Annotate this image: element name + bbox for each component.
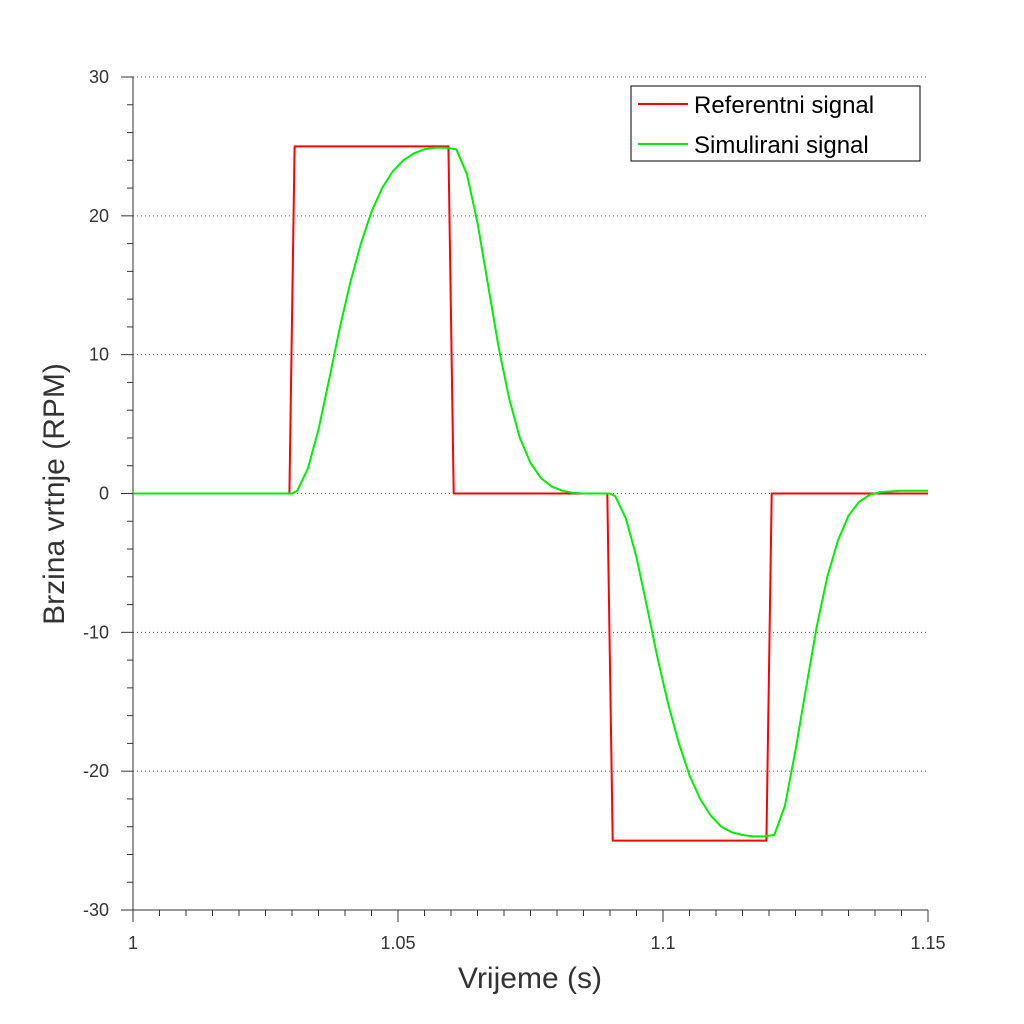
x-tick-label: 1.05: [380, 933, 415, 953]
y-tick-label: 10: [89, 345, 109, 365]
series-line-referentni-signal: [133, 145, 928, 842]
y-tick-label: 20: [89, 206, 109, 226]
y-tick-label: 0: [99, 484, 109, 504]
series-line-simulirani-signal: [133, 146, 928, 838]
x-tick-label: 1.1: [650, 933, 675, 953]
x-axis-title: Vrijeme (s): [458, 962, 602, 995]
plot-area-series: [133, 145, 928, 842]
y-tick-label: -30: [83, 900, 109, 920]
tick-labels: 30 20 10 0 -10 -20 -30 1 1.05 1.1 1.15: [83, 67, 946, 953]
legend-label-simulirani: Simulirani signal: [694, 132, 869, 159]
y-tick-label: 30: [89, 67, 109, 87]
legend-box: [630, 85, 921, 162]
legend: Referentni signal Simulirani signal: [630, 85, 921, 162]
y-axis-title: Brzina vrtnje (RPM): [38, 363, 71, 625]
y-tick-label: -20: [83, 761, 109, 781]
x-tick-label: 1: [128, 933, 138, 953]
y-tick-label: -10: [83, 622, 109, 642]
x-tick-label: 1.15: [910, 933, 945, 953]
legend-label-referentni: Referentni signal: [694, 92, 874, 119]
